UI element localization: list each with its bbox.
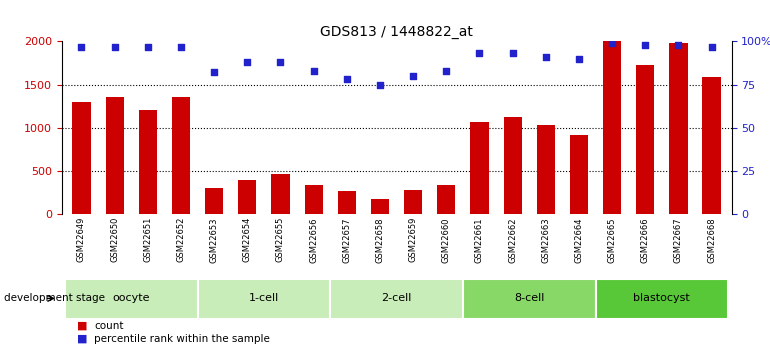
Text: GSM22663: GSM22663	[541, 217, 551, 263]
Point	[606, 40, 618, 46]
Text: GSM22660: GSM22660	[442, 217, 450, 263]
Bar	[595, 279, 728, 319]
Title: GDS813 / 1448822_at: GDS813 / 1448822_at	[320, 25, 473, 39]
Text: GSM22655: GSM22655	[276, 217, 285, 263]
Point	[573, 56, 585, 61]
Point	[109, 44, 121, 49]
Bar	[702, 77, 721, 214]
Text: percentile rank within the sample: percentile rank within the sample	[94, 334, 270, 344]
Point	[75, 44, 88, 49]
Point	[507, 51, 519, 56]
Bar	[470, 122, 489, 214]
Point	[705, 44, 718, 49]
Text: GSM22659: GSM22659	[409, 217, 417, 263]
Text: GSM22661: GSM22661	[475, 217, 484, 263]
Bar	[72, 102, 91, 214]
Text: GSM22652: GSM22652	[176, 217, 186, 263]
Point	[340, 77, 353, 82]
Bar	[139, 109, 157, 214]
Point	[142, 44, 154, 49]
Point	[407, 73, 420, 79]
Bar	[65, 279, 198, 319]
Text: blastocyst: blastocyst	[634, 294, 690, 303]
Point	[540, 54, 552, 60]
Text: 8-cell: 8-cell	[514, 294, 544, 303]
Text: 1-cell: 1-cell	[249, 294, 279, 303]
Bar	[636, 65, 654, 214]
Text: ■: ■	[77, 321, 88, 331]
Bar	[570, 135, 588, 214]
Point	[440, 68, 453, 73]
Text: GSM22664: GSM22664	[574, 217, 584, 263]
Bar	[504, 117, 522, 214]
Bar	[205, 188, 223, 214]
Text: GSM22666: GSM22666	[641, 217, 650, 263]
Bar	[463, 279, 595, 319]
Text: GSM22653: GSM22653	[209, 217, 219, 263]
Text: development stage: development stage	[4, 294, 105, 303]
Bar	[172, 97, 190, 214]
Text: GSM22649: GSM22649	[77, 217, 86, 263]
Text: oocyte: oocyte	[112, 294, 150, 303]
Point	[373, 82, 386, 87]
Bar	[437, 185, 455, 214]
Bar	[537, 125, 555, 214]
Point	[307, 68, 320, 73]
Text: GSM22651: GSM22651	[143, 217, 152, 263]
Text: GSM22668: GSM22668	[707, 217, 716, 263]
Point	[241, 59, 253, 65]
Text: 2-cell: 2-cell	[381, 294, 412, 303]
Bar	[304, 185, 323, 214]
Text: GSM22656: GSM22656	[309, 217, 318, 263]
Text: count: count	[94, 321, 123, 331]
Bar	[338, 190, 356, 214]
Text: GSM22658: GSM22658	[376, 217, 384, 263]
Point	[208, 70, 220, 75]
Point	[274, 59, 286, 65]
Bar	[330, 279, 463, 319]
Bar	[669, 43, 688, 214]
Bar	[238, 180, 256, 214]
Text: GSM22650: GSM22650	[110, 217, 119, 263]
Bar	[198, 279, 330, 319]
Bar	[371, 199, 389, 214]
Text: GSM22657: GSM22657	[343, 217, 351, 263]
Bar	[404, 190, 422, 214]
Point	[672, 42, 685, 48]
Bar	[105, 97, 124, 214]
Point	[639, 42, 651, 48]
Bar	[271, 174, 290, 214]
Point	[175, 44, 187, 49]
Text: ■: ■	[77, 334, 88, 344]
Text: GSM22667: GSM22667	[674, 217, 683, 263]
Point	[474, 51, 486, 56]
Text: GSM22654: GSM22654	[243, 217, 252, 263]
Text: GSM22665: GSM22665	[608, 217, 617, 263]
Bar	[603, 41, 621, 214]
Text: GSM22662: GSM22662	[508, 217, 517, 263]
